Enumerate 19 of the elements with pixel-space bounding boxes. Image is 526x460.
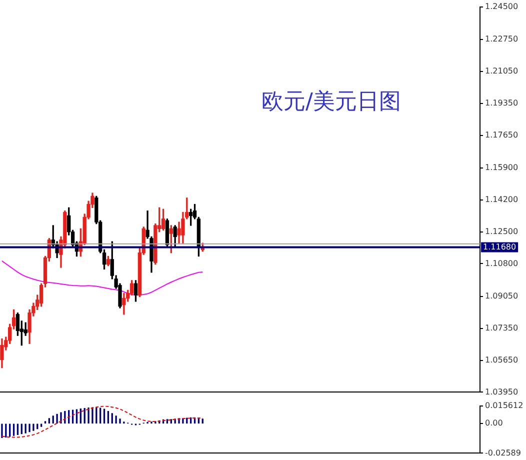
y-tick-label: 1.05650 [485, 355, 518, 364]
line-series [1, 406, 204, 438]
y-tick-label: 0.00 [485, 418, 503, 428]
y-tick-label: 1.07350 [485, 324, 518, 333]
text: 欧元/美元日图 [261, 90, 401, 115]
y-tick-label: 1.15900 [485, 163, 518, 172]
y-tick-label: 1.24500 [485, 2, 518, 11]
y-tick-label: 1.09050 [485, 292, 518, 301]
y-tick-label: 1.14200 [485, 195, 518, 204]
y-tick-label: 1.10800 [485, 258, 518, 268]
y-tick-label: 1.03950 [485, 387, 518, 396]
y-tick-label: 1.22750 [485, 34, 518, 44]
ref-line-label: 1.11680 [483, 242, 516, 252]
y-tick-label: 0.015612 [485, 400, 524, 410]
y-tick-label: 1.21050 [485, 66, 518, 76]
y-tick-label: 1.12500 [485, 226, 518, 236]
y-tick-label: -0.02589 [485, 448, 521, 458]
y-tick-label: 1.19350 [485, 98, 518, 108]
y-tick-label: 1.17650 [485, 130, 518, 140]
